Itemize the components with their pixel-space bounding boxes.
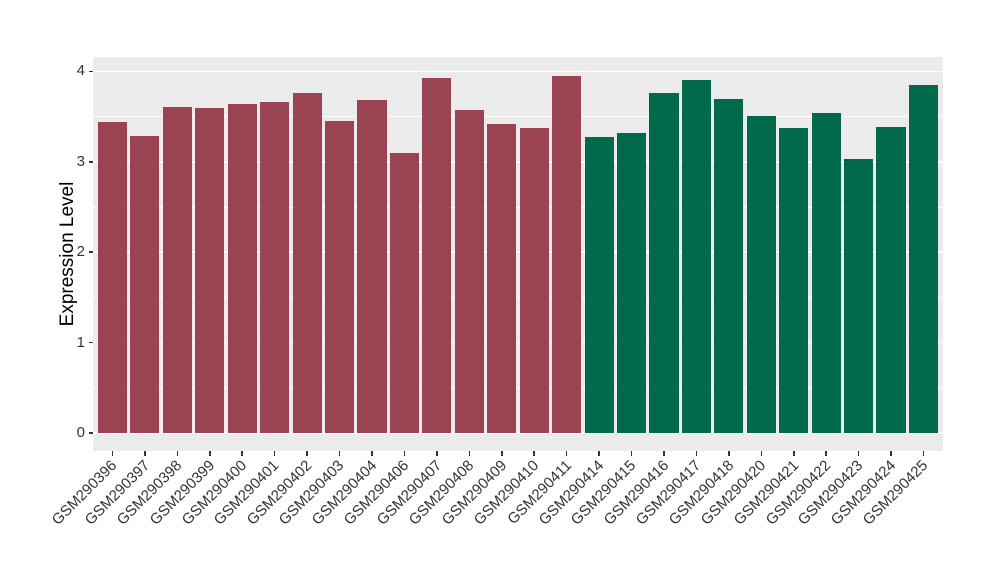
bar-GSM290425 bbox=[908, 84, 939, 433]
y-tick-label: 1 bbox=[76, 333, 85, 351]
x-axis-tick bbox=[144, 451, 146, 456]
gridline-major bbox=[93, 341, 943, 344]
bar-GSM290401 bbox=[260, 102, 290, 433]
bar-GSM290414 bbox=[584, 137, 614, 433]
x-axis-tick bbox=[728, 451, 730, 456]
bar-GSM290396 bbox=[97, 122, 128, 433]
gridline-minor bbox=[93, 206, 943, 208]
gridline-major bbox=[93, 432, 943, 434]
gridline-minor bbox=[93, 297, 943, 298]
y-axis-tick bbox=[88, 251, 93, 253]
bar-GSM290399 bbox=[195, 108, 225, 433]
bar-GSM290403 bbox=[324, 121, 355, 433]
x-axis-tick bbox=[403, 451, 406, 456]
y-tick-label: 3 bbox=[76, 152, 85, 170]
y-axis-tick bbox=[88, 161, 93, 163]
x-axis-tick bbox=[922, 451, 925, 456]
bar-GSM290418 bbox=[714, 98, 744, 433]
y-tick-label: 4 bbox=[76, 62, 85, 80]
bar-GSM290406 bbox=[389, 152, 420, 433]
gridline-minor bbox=[93, 116, 943, 117]
bar-GSM290421 bbox=[779, 128, 809, 433]
x-axis-tick bbox=[111, 451, 114, 456]
x-axis-tick bbox=[890, 451, 892, 456]
bar-GSM290410 bbox=[519, 128, 549, 433]
bar-GSM290408 bbox=[454, 110, 484, 433]
x-axis-tick bbox=[565, 451, 568, 456]
x-axis-tick bbox=[857, 451, 860, 456]
plot-panel bbox=[93, 57, 943, 451]
gridline-major bbox=[93, 70, 943, 73]
bar-GSM290417 bbox=[681, 80, 712, 433]
bar-GSM290423 bbox=[844, 159, 874, 433]
bar-GSM290407 bbox=[422, 77, 452, 433]
bar-GSM290422 bbox=[811, 112, 841, 433]
x-axis-tick bbox=[760, 451, 763, 456]
x-axis-tick bbox=[533, 451, 535, 456]
x-axis-tick bbox=[825, 451, 827, 456]
x-axis-tick bbox=[338, 451, 341, 456]
x-axis-tick bbox=[371, 451, 373, 456]
bar-GSM290416 bbox=[649, 93, 679, 433]
gridline-minor bbox=[93, 387, 943, 389]
bar-GSM290400 bbox=[227, 103, 257, 433]
y-axis-tick bbox=[88, 432, 93, 434]
bar-GSM290402 bbox=[292, 93, 322, 433]
bar-GSM290415 bbox=[616, 132, 647, 433]
bar-GSM290397 bbox=[130, 135, 160, 433]
bar-GSM290411 bbox=[552, 75, 582, 433]
bar-GSM290409 bbox=[487, 123, 517, 433]
bar-GSM290424 bbox=[876, 127, 906, 433]
x-axis-tick bbox=[241, 451, 243, 456]
bar-GSM290404 bbox=[357, 100, 387, 433]
y-tick-label: 0 bbox=[76, 424, 85, 441]
x-axis-tick bbox=[501, 451, 503, 456]
y-axis-tick bbox=[88, 70, 93, 73]
x-axis-tick bbox=[793, 451, 795, 456]
x-axis-tick bbox=[436, 451, 438, 456]
x-axis-tick bbox=[630, 451, 633, 456]
x-axis-tick bbox=[695, 451, 698, 456]
bar-GSM290398 bbox=[162, 106, 192, 433]
x-axis-tick bbox=[306, 451, 308, 456]
x-axis-tick bbox=[468, 451, 471, 456]
x-axis-tick bbox=[663, 451, 665, 456]
gridline-major bbox=[93, 251, 943, 253]
y-tick-label: 2 bbox=[76, 243, 85, 261]
x-axis-tick bbox=[273, 451, 276, 456]
x-axis-tick bbox=[598, 451, 600, 456]
x-axis-tick bbox=[209, 451, 211, 456]
bar-GSM290420 bbox=[746, 115, 776, 433]
gridline-major bbox=[93, 161, 943, 163]
y-axis-tick bbox=[88, 341, 93, 344]
x-axis-tick bbox=[176, 451, 179, 456]
